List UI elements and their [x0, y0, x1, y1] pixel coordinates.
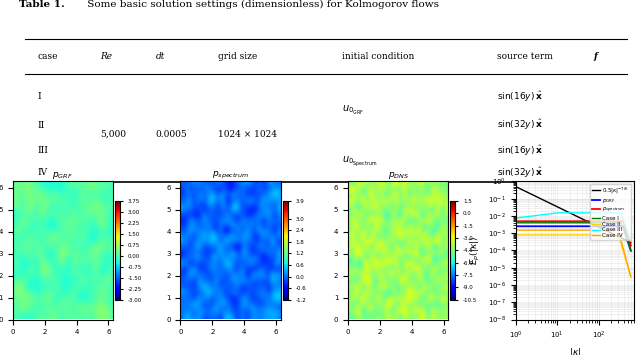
Text: initial condition: initial condition [342, 52, 414, 61]
$p_{\mathrm{GRF}}$ [582, 224, 590, 228]
$0.5|\kappa|^{-7/6}$ [580, 218, 588, 222]
Case II [512, 233, 520, 237]
Text: II: II [38, 120, 45, 130]
Text: f: f [593, 52, 597, 61]
$0.5|\kappa|^{-7/6}$ [627, 240, 635, 245]
$0.5|\kappa|^{-7/6}$ [512, 185, 520, 189]
Case I [627, 249, 635, 253]
Legend: $0.5|\kappa|^{-7/6}$, $p_{\mathrm{GRF}}$, $p_{\mathrm{spectrum}}$, Case I, Case : $0.5|\kappa|^{-7/6}$, $p_{\mathrm{GRF}}$… [590, 184, 631, 240]
Case I [580, 221, 588, 225]
$p_{\mathrm{GRF}}$ [580, 224, 588, 228]
Case II [580, 233, 588, 237]
Case II [616, 238, 624, 242]
Case II [580, 233, 588, 237]
Text: IV: IV [38, 168, 48, 177]
$p_{\mathrm{GRF}}$ [616, 224, 624, 228]
$p_{\mathrm{GRF}}$ [609, 224, 616, 228]
Text: grid size: grid size [218, 52, 257, 61]
$p_{\mathrm{spectrum}}$ [627, 244, 635, 248]
Case I [512, 221, 520, 225]
Case III [627, 239, 635, 243]
$0.5|\kappa|^{-7/6}$ [512, 185, 520, 189]
Line: Case IV: Case IV [516, 230, 631, 277]
Text: Some basic solution settings (dimensionless) for Kolmogorov flows: Some basic solution settings (dimensionl… [84, 0, 439, 9]
Case III [609, 211, 617, 215]
$p_{\mathrm{spectrum}}$ [580, 219, 588, 223]
$p_{\mathrm{GRF}}$ [580, 224, 588, 228]
Case II [609, 233, 616, 237]
Case II [512, 233, 520, 237]
Case IV [609, 228, 616, 232]
$p_{\mathrm{spectrum}}$ [609, 219, 616, 223]
Text: $\sin(32y)\,\hat{\mathbf{x}}$: $\sin(32y)\,\hat{\mathbf{x}}$ [497, 118, 543, 132]
Case II [582, 233, 590, 237]
Case I [582, 221, 590, 225]
$p_{\mathrm{spectrum}}$ [582, 219, 590, 223]
Case IV [512, 228, 520, 232]
Case III [580, 211, 588, 215]
$p_{\mathrm{GRF}}$ [627, 248, 635, 253]
Line: Case III: Case III [516, 213, 631, 241]
$0.5|\kappa|^{-7/6}$ [616, 235, 624, 239]
$p_{\mathrm{spectrum}}$ [512, 219, 520, 223]
$p_{\mathrm{GRF}}$ [512, 224, 520, 228]
Case I [512, 221, 520, 225]
$p_{\mathrm{spectrum}}$ [512, 219, 520, 223]
Text: $\sin(32y)\,\hat{\mathbf{x}}$: $\sin(32y)\,\hat{\mathbf{x}}$ [497, 165, 543, 180]
Case IV [616, 234, 624, 239]
Case III [616, 211, 624, 215]
Case IV [580, 228, 588, 232]
Text: Table 1.: Table 1. [19, 0, 65, 9]
Text: 1024 × 1024: 1024 × 1024 [218, 130, 276, 139]
Case III [582, 211, 590, 215]
Case I [609, 221, 616, 225]
$0.5|\kappa|^{-7/6}$ [580, 218, 588, 222]
Case III [554, 211, 561, 215]
Text: source term: source term [497, 52, 556, 61]
Text: Re: Re [100, 52, 112, 61]
Case III [580, 211, 588, 215]
Line: $0.5|\kappa|^{-7/6}$: $0.5|\kappa|^{-7/6}$ [516, 187, 631, 242]
$p_{\mathrm{spectrum}}$ [580, 219, 588, 223]
Line: Case I: Case I [516, 223, 631, 251]
Title: $p_{DNS}$: $p_{DNS}$ [388, 170, 409, 181]
Text: $\mathbf{\mathit{u}}_{0_{\mathrm{GRF}}}$: $\mathbf{\mathit{u}}_{0_{\mathrm{GRF}}}$ [342, 104, 364, 117]
Text: 5,000: 5,000 [100, 130, 125, 139]
Text: $\mathbf{\mathit{u}}_{0_{\mathrm{Spectrum}}}$: $\mathbf{\mathit{u}}_{0_{\mathrm{Spectru… [342, 154, 377, 169]
Text: $\sin(16y)\,\hat{\mathbf{x}}$: $\sin(16y)\,\hat{\mathbf{x}}$ [497, 89, 543, 104]
Case I [580, 221, 588, 225]
Title: $p_{spectrum}$: $p_{spectrum}$ [212, 170, 249, 181]
Case IV [627, 275, 635, 279]
Case II [627, 274, 635, 279]
Case IV [580, 228, 588, 232]
Text: dt: dt [156, 52, 165, 61]
$0.5|\kappa|^{-7/6}$ [609, 231, 616, 236]
Case III [512, 216, 520, 220]
Line: Case II: Case II [516, 235, 631, 277]
Text: case: case [38, 52, 58, 61]
Title: $p_{GRF}$: $p_{GRF}$ [52, 170, 73, 181]
Case IV [512, 228, 520, 232]
Case IV [582, 228, 590, 232]
Line: $p_{\mathrm{GRF}}$: $p_{\mathrm{GRF}}$ [516, 226, 631, 251]
$p_{\mathrm{spectrum}}$ [616, 219, 624, 223]
Case I [616, 221, 624, 225]
Line: $p_{\mathrm{spectrum}}$: $p_{\mathrm{spectrum}}$ [516, 221, 631, 246]
$p_{\mathrm{GRF}}$ [512, 224, 520, 228]
Y-axis label: $E_p(|\kappa|)$: $E_p(|\kappa|)$ [469, 236, 483, 265]
$0.5|\kappa|^{-7/6}$ [582, 219, 590, 223]
Text: I: I [38, 92, 41, 101]
Case III [512, 216, 520, 220]
Text: III: III [38, 146, 49, 155]
X-axis label: $|\kappa|$: $|\kappa|$ [568, 346, 580, 355]
Text: 0.0005: 0.0005 [156, 130, 188, 139]
Text: $\sin(16y)\,\hat{\mathbf{x}}$: $\sin(16y)\,\hat{\mathbf{x}}$ [497, 143, 543, 158]
